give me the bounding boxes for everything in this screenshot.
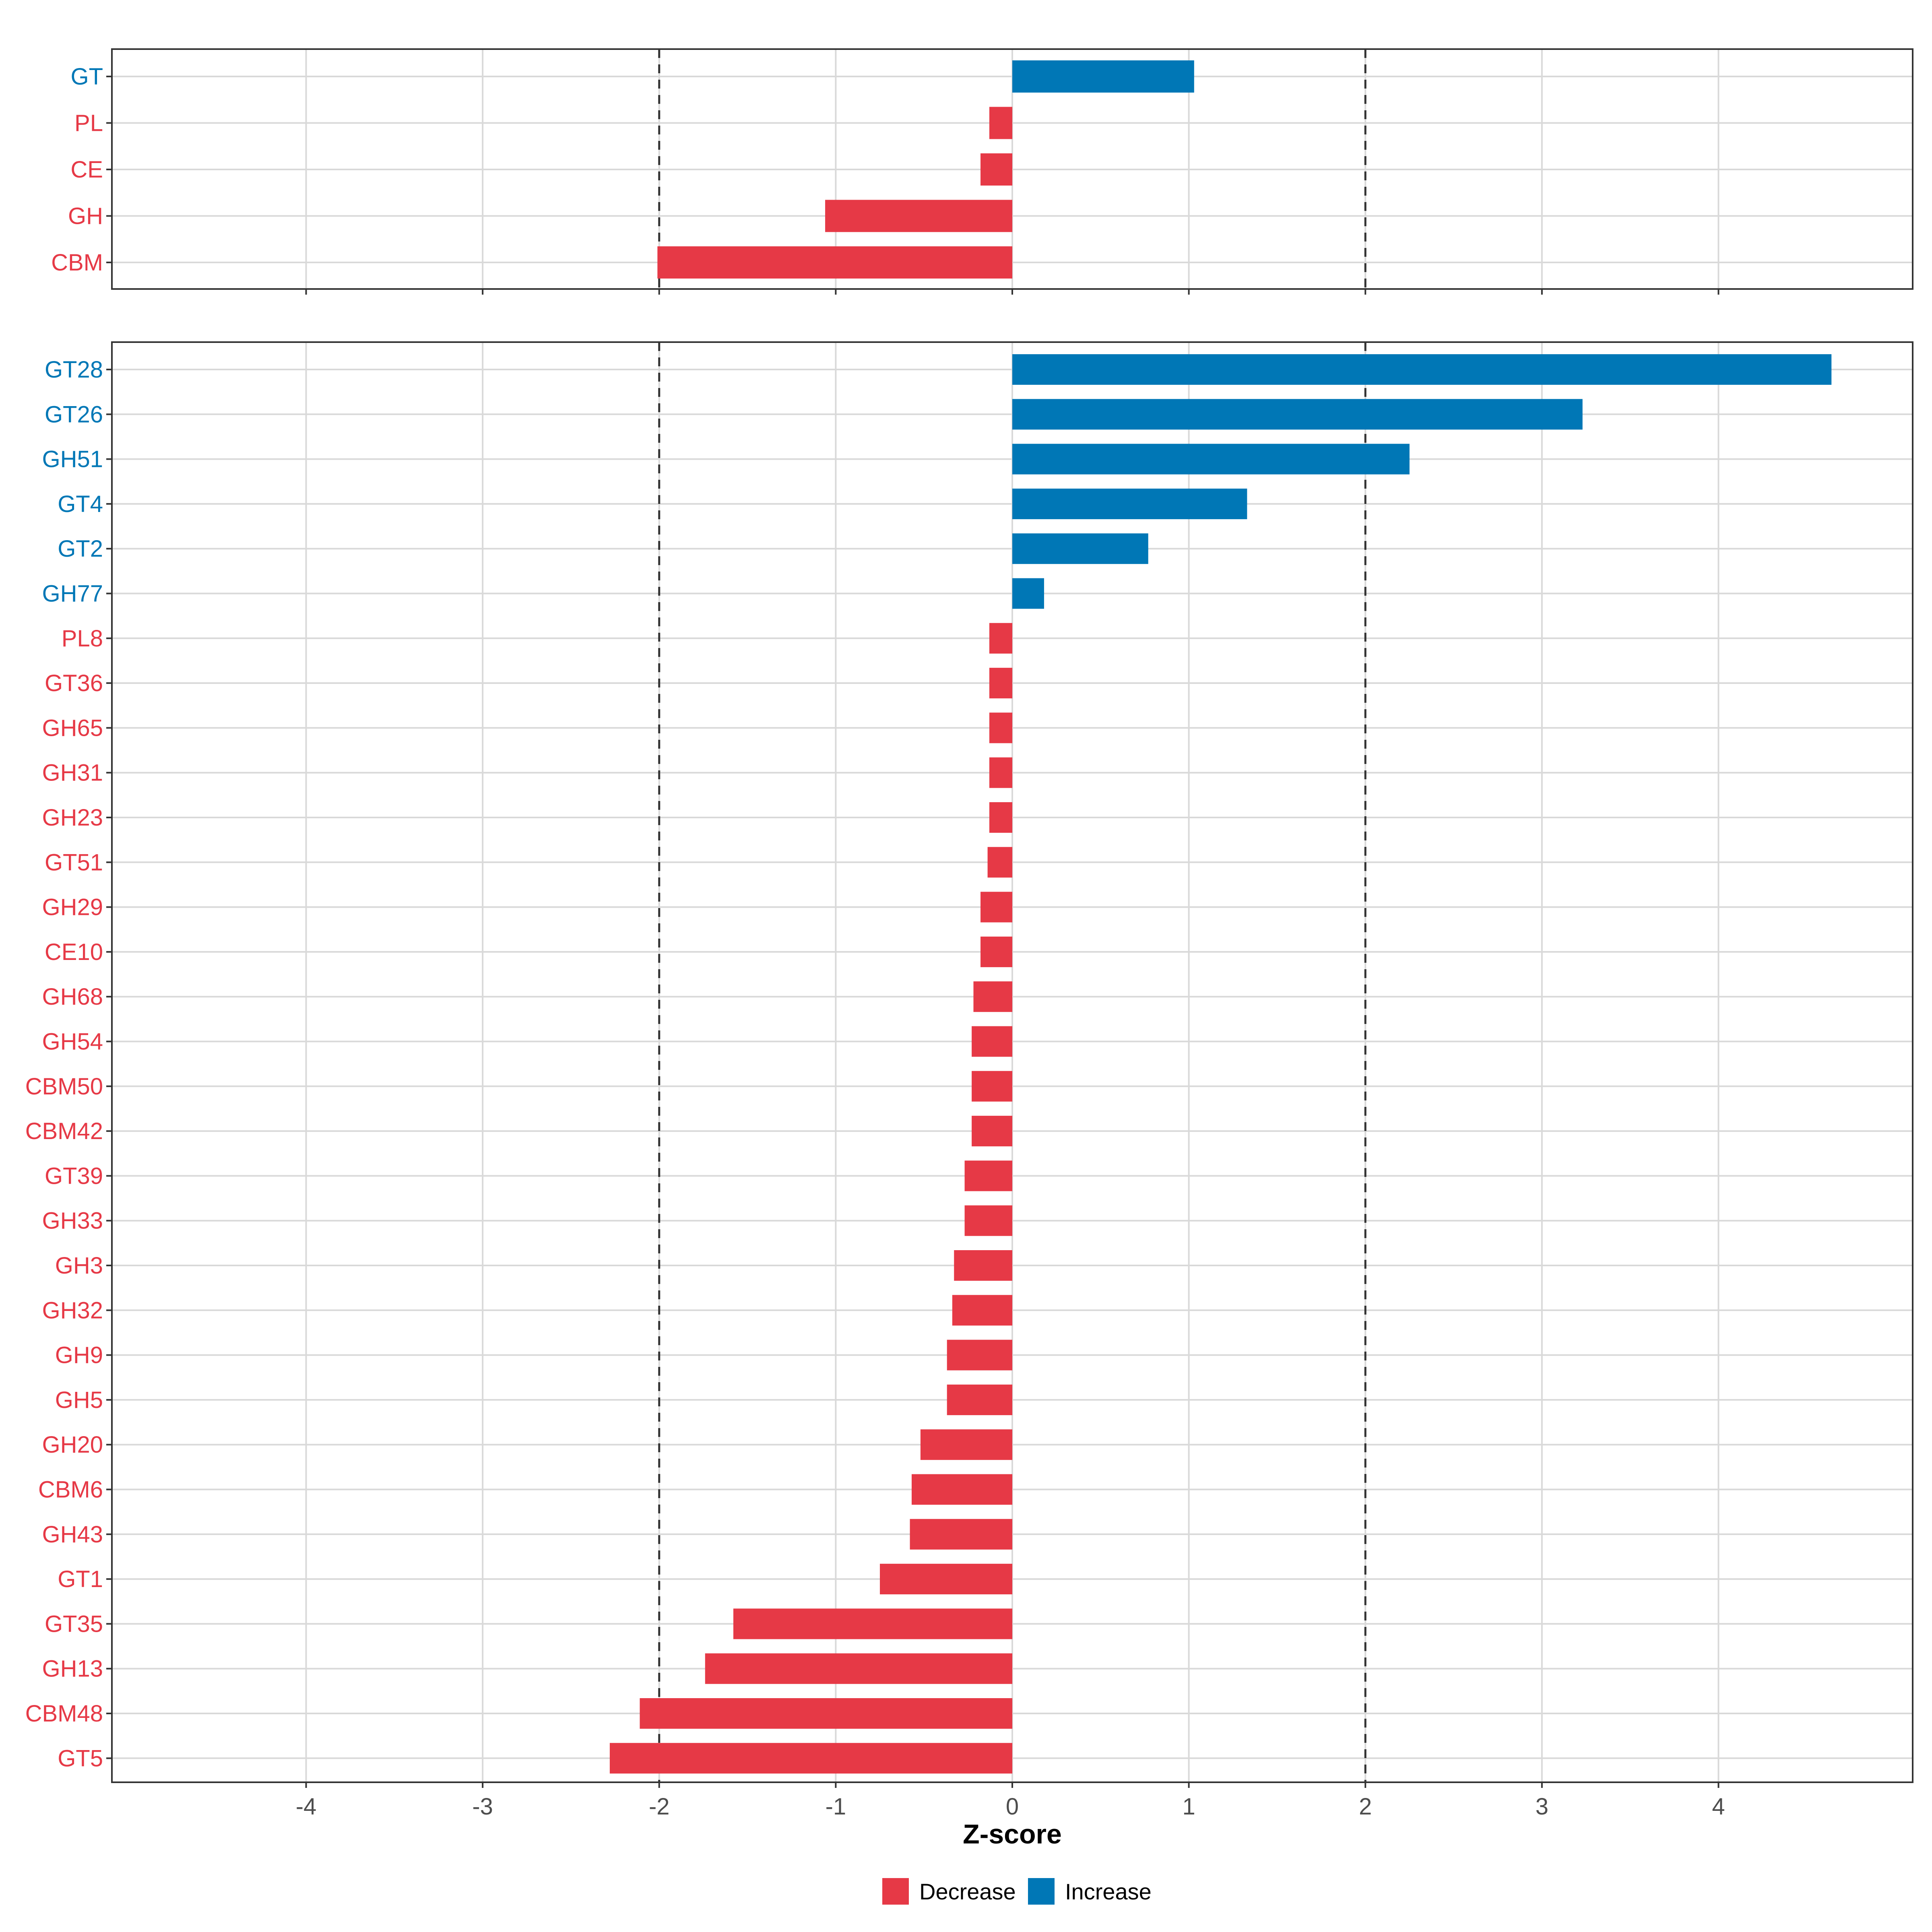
bottom-panel: GT28 GT26 GH51 GT4 GT2 GH77 PL8 GT36 GH65 GH31 GH2… [25, 341, 1913, 1788]
bar-gh5 [947, 1384, 1012, 1415]
category-label-gt2: GT2 [58, 536, 103, 562]
bar-gh20 [920, 1429, 1012, 1460]
category-label-cbm: CBM [51, 250, 103, 276]
x-tick-label: 2 [1359, 1794, 1372, 1820]
x-tick-label: -4 [296, 1794, 317, 1820]
bar-gt26 [1012, 399, 1583, 430]
category-label-cbm6: CBM6 [38, 1477, 103, 1503]
bar-gh9 [947, 1340, 1012, 1371]
bar-gh32 [952, 1295, 1012, 1326]
category-label-gt4: GT4 [58, 491, 103, 517]
category-label-gt26: GT26 [45, 401, 103, 427]
category-label-ce10: CE10 [45, 939, 103, 965]
bar-gt2 [1012, 533, 1148, 564]
bar-gh13 [705, 1653, 1012, 1684]
category-label-cbm50: CBM50 [25, 1073, 103, 1100]
x-tick-label: 4 [1712, 1794, 1725, 1820]
x-tick-label: -1 [826, 1794, 846, 1820]
category-label-gt39: GT39 [45, 1163, 103, 1189]
bar-cbm42 [972, 1116, 1012, 1147]
legend-label-decrease: Decrease [919, 1879, 1016, 1904]
category-label-gh5: GH5 [55, 1387, 103, 1413]
category-label-cbm48: CBM48 [25, 1701, 103, 1727]
category-label-gt5: GT5 [58, 1745, 103, 1771]
x-tick-label: -2 [649, 1794, 670, 1820]
legend-key-decrease [882, 1878, 909, 1905]
category-label-pl: PL [74, 110, 103, 136]
bar-gt35 [733, 1608, 1012, 1639]
top-panel: GT PL CE GH CBM [51, 48, 1913, 295]
bar-pl [989, 107, 1012, 139]
category-label-gt: GT [70, 64, 103, 90]
bar-gh68 [973, 981, 1012, 1012]
category-label-gh23: GH23 [42, 805, 103, 831]
legend-label-increase: Increase [1065, 1879, 1152, 1904]
category-label-pl8: PL8 [62, 625, 103, 652]
bar-gh29 [980, 892, 1012, 923]
bar-cbm6 [911, 1474, 1012, 1505]
bar-gh [825, 200, 1012, 232]
x-tick-label: 3 [1536, 1794, 1548, 1820]
bar-gh23 [989, 802, 1012, 833]
category-label-gt51: GT51 [45, 849, 103, 875]
category-label-ce: CE [70, 157, 103, 183]
bar-gh43 [910, 1519, 1012, 1550]
bar-gh31 [989, 757, 1012, 788]
category-label-gh33: GH33 [42, 1208, 103, 1234]
bar-ce10 [980, 936, 1012, 967]
category-label-cbm42: CBM42 [25, 1118, 103, 1144]
bar-gh33 [964, 1205, 1012, 1236]
category-label-gh9: GH9 [55, 1342, 103, 1368]
category-label-gh31: GH31 [42, 760, 103, 786]
category-label-gh: GH [68, 203, 103, 229]
legend: Decrease Increase [882, 1878, 1152, 1905]
legend-key-increase [1028, 1878, 1055, 1905]
category-label-gh77: GH77 [42, 581, 103, 607]
bar-pl8 [989, 623, 1012, 654]
x-axis-title: Z-score [963, 1819, 1062, 1849]
category-label-gh65: GH65 [42, 715, 103, 741]
category-label-gh3: GH3 [55, 1253, 103, 1279]
category-label-gt1: GT1 [58, 1566, 103, 1592]
bar-gh77 [1012, 578, 1044, 609]
x-tick-label: 0 [1006, 1794, 1019, 1820]
category-label-gt35: GT35 [45, 1611, 103, 1637]
category-label-gh29: GH29 [42, 894, 103, 921]
bar-gh54 [972, 1026, 1012, 1057]
x-axis: -4 -3 -2 -1 0 1 2 3 4 [296, 1794, 1725, 1820]
bar-gt51 [987, 847, 1012, 878]
category-label-gt36: GT36 [45, 670, 103, 696]
category-label-gh32: GH32 [42, 1297, 103, 1323]
bar-gt28 [1012, 354, 1832, 385]
bar-gt39 [964, 1160, 1012, 1191]
category-label-gh54: GH54 [42, 1029, 103, 1055]
category-label-gh13: GH13 [42, 1656, 103, 1682]
bar-gh51 [1012, 444, 1410, 475]
bar-gt4 [1012, 488, 1247, 519]
category-label-gh68: GH68 [42, 984, 103, 1010]
bar-gt [1012, 60, 1194, 93]
bar-cbm50 [972, 1071, 1012, 1102]
bar-cbm48 [640, 1698, 1012, 1729]
bar-gh3 [954, 1250, 1012, 1281]
x-tick-label: 1 [1182, 1794, 1195, 1820]
bar-cbm [657, 246, 1012, 279]
bar-gt1 [880, 1564, 1012, 1595]
bar-ce [980, 153, 1012, 186]
bar-gh65 [989, 712, 1012, 743]
bar-gt5 [609, 1743, 1012, 1774]
x-tick-label: -3 [472, 1794, 493, 1820]
category-label-gh51: GH51 [42, 446, 103, 473]
category-label-gh20: GH20 [42, 1432, 103, 1458]
category-label-gt28: GT28 [45, 357, 103, 383]
category-label-gh43: GH43 [42, 1521, 103, 1548]
bar-gt36 [989, 668, 1012, 699]
